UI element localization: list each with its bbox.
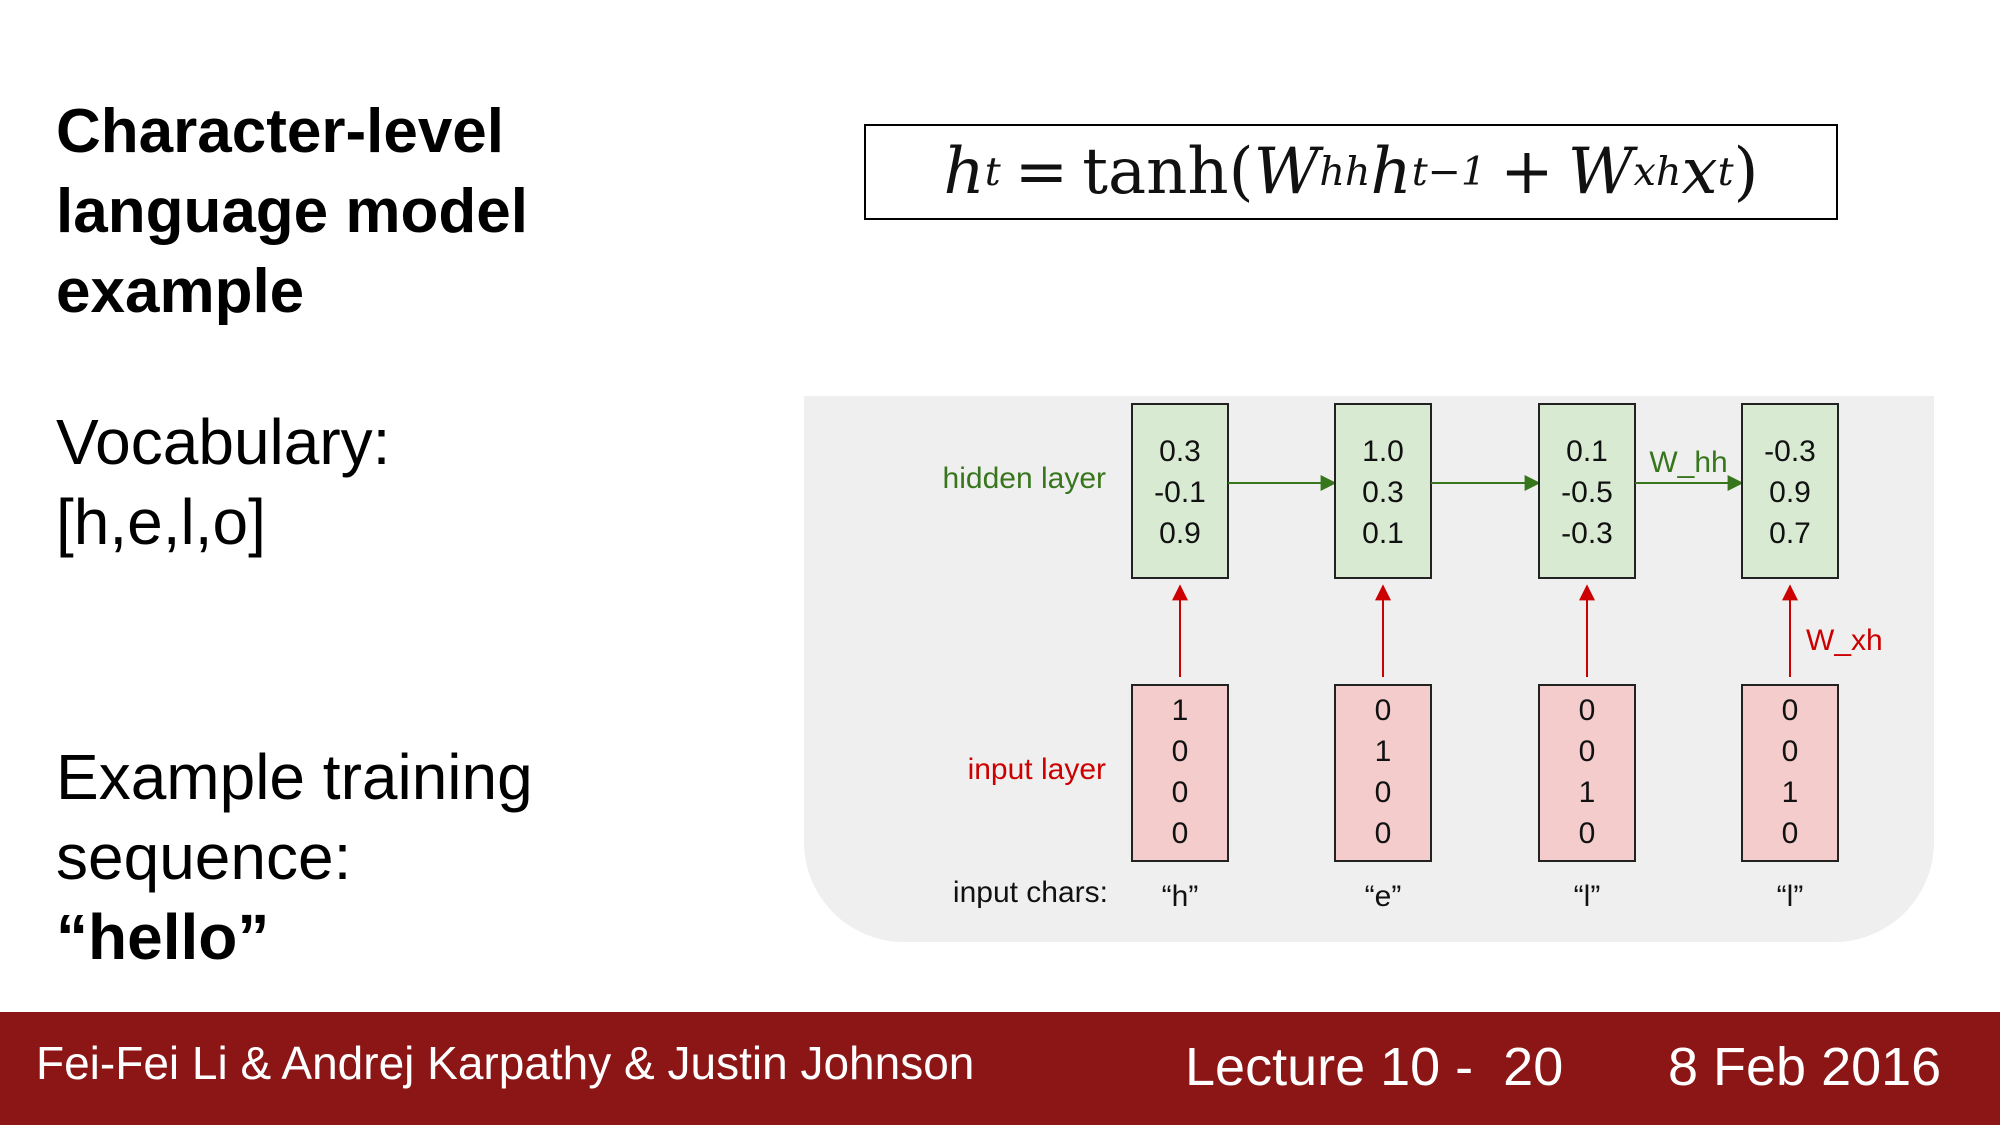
- input-value: 0: [1579, 694, 1596, 727]
- rnn-diagram: hidden layer input layer input chars: 0.3 -0…: [804, 396, 1934, 942]
- input-value: 1: [1579, 776, 1596, 809]
- hidden-value: 0.3: [1159, 435, 1201, 468]
- input-value: 0: [1172, 735, 1189, 768]
- eq-x-sub: t: [1717, 149, 1734, 195]
- rnn-diagram-svg: hidden layer input layer input chars: 0.3 -0…: [943, 403, 1883, 913]
- footer-lecture: Lecture 10 - 20: [1185, 1037, 1564, 1097]
- hidden-state-box: [1741, 403, 1839, 579]
- hidden-value: 0.9: [1159, 517, 1201, 550]
- input-value: 0: [1172, 776, 1189, 809]
- eq-lhs-sub: t: [984, 149, 1001, 195]
- input-layer-label: input layer: [968, 753, 1106, 786]
- hidden-state-box: [1131, 403, 1229, 579]
- hidden-state-box: [1538, 403, 1636, 579]
- input-vector-box: [1131, 684, 1229, 862]
- training-line-1: Example training: [56, 741, 533, 813]
- input-value: 0: [1375, 817, 1392, 850]
- input-value: 0: [1782, 694, 1799, 727]
- input-value: 0: [1375, 694, 1392, 727]
- eq-close: ): [1733, 135, 1759, 209]
- eq-h-prev: h: [1370, 135, 1412, 209]
- training-block: Example training sequence: “hello”: [56, 737, 533, 977]
- eq-w1-sub: hh: [1319, 149, 1371, 195]
- eq-lhs: h: [943, 135, 985, 209]
- eq-w2: W: [1567, 135, 1634, 209]
- eq-equals: =: [1014, 135, 1069, 209]
- input-value: 0: [1782, 735, 1799, 768]
- hidden-value: -0.3: [1561, 517, 1613, 550]
- input-chars-label: input chars:: [953, 876, 1108, 909]
- title-line: language model: [56, 177, 528, 246]
- hidden-value: 0.7: [1769, 517, 1811, 550]
- hidden-layer-label: hidden layer: [943, 462, 1106, 495]
- input-value: 1: [1375, 735, 1392, 768]
- input-char-label: “l”: [1777, 880, 1804, 913]
- eq-x: x: [1681, 135, 1718, 209]
- hidden-value: -0.1: [1154, 476, 1206, 509]
- footer-date: 8 Feb 2016: [1668, 1037, 1942, 1097]
- input-char-label: “h”: [1162, 880, 1199, 913]
- hidden-state-box: [1334, 403, 1432, 579]
- eq-w2-sub: xh: [1633, 149, 1682, 195]
- eq-w1: W: [1253, 135, 1320, 209]
- input-value: 0: [1375, 776, 1392, 809]
- hidden-value: 0.1: [1566, 435, 1608, 468]
- input-value: 0: [1579, 735, 1596, 768]
- input-value: 0: [1172, 817, 1189, 850]
- input-char-label: “e”: [1365, 880, 1402, 913]
- input-value: 1: [1782, 776, 1799, 809]
- wxh-label: W_xh: [1806, 624, 1883, 657]
- input-vector-box: [1538, 684, 1636, 862]
- input-char-label: “l”: [1574, 880, 1601, 913]
- footer-authors: Fei-Fei Li & Andrej Karpathy & Justin Jo…: [36, 1037, 975, 1089]
- input-vector-box: [1741, 684, 1839, 862]
- eq-func: tanh(: [1082, 135, 1254, 209]
- input-value: 0: [1579, 817, 1596, 850]
- training-line-2: sequence:: [56, 821, 352, 893]
- hidden-value: 1.0: [1362, 435, 1404, 468]
- vocabulary-label: Vocabulary:: [56, 406, 391, 478]
- title-line: example: [56, 257, 305, 326]
- hidden-value: 0.3: [1362, 476, 1404, 509]
- eq-h-prev-sub: t−1: [1411, 149, 1487, 195]
- vocabulary-value: [h,e,l,o]: [56, 486, 266, 558]
- hidden-value: 0.1: [1362, 517, 1404, 550]
- hidden-value: 0.9: [1769, 476, 1811, 509]
- eq-plus: +: [1500, 135, 1554, 209]
- whh-label: W_hh: [1649, 446, 1727, 479]
- vocabulary-block: Vocabulary: [h,e,l,o]: [56, 402, 390, 562]
- title-line: Character-level: [56, 97, 505, 166]
- input-value: 0: [1782, 817, 1799, 850]
- footer-bar: Fei-Fei Li & Andrej Karpathy & Justin Jo…: [0, 1012, 2000, 1125]
- hidden-value: -0.3: [1764, 435, 1816, 468]
- training-word: “hello”: [56, 901, 270, 973]
- slide-title: Character-level language model example: [56, 92, 676, 332]
- input-value: 1: [1172, 694, 1189, 727]
- hidden-value: -0.5: [1561, 476, 1613, 509]
- left-text-column: Character-level language model example V…: [56, 92, 676, 973]
- input-vector-box: [1334, 684, 1432, 862]
